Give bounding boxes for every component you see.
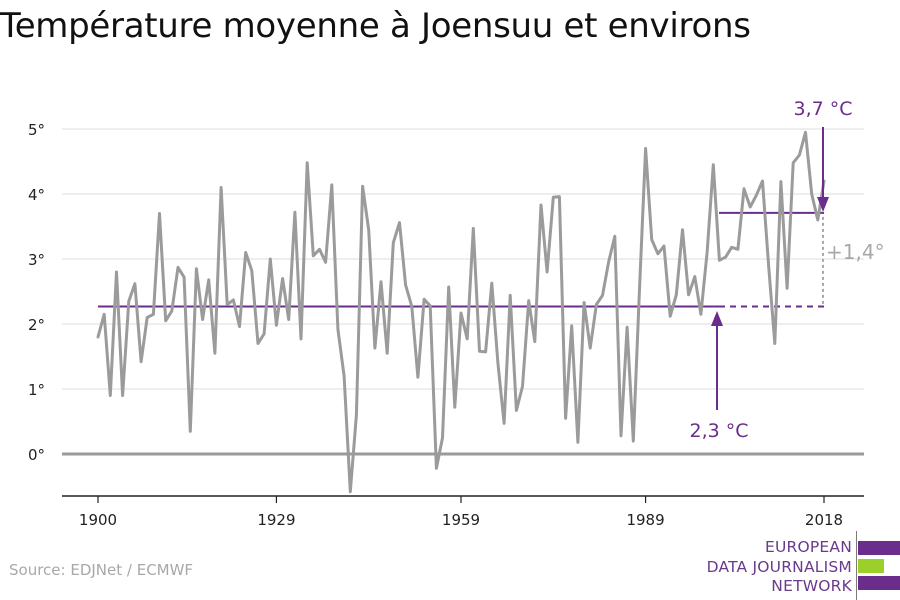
logo-line-1: EUROPEAN <box>764 538 852 556</box>
y-tick-label-1: 1° <box>28 381 45 399</box>
series-lines <box>96 130 826 494</box>
x-tick-label-1929: 1929 <box>257 511 295 529</box>
y-tick-label-5: 5° <box>28 121 45 139</box>
x-tick-label-1959: 1959 <box>442 511 480 529</box>
x-tick-label-2018: 2018 <box>805 511 843 529</box>
difference-label: +1,4° <box>826 240 885 264</box>
temperature-series-line-0 <box>96 130 826 494</box>
low-mean-label: 2,3 °C <box>689 420 748 442</box>
x-tick-label-1900: 1900 <box>79 511 117 529</box>
x-tick-label-1989: 1989 <box>626 511 664 529</box>
high-mean-arrow-head <box>817 197 829 212</box>
logo-line-3: NETWORK <box>771 577 852 595</box>
source-note: Source: EDJNet / ECMWF <box>9 561 194 579</box>
logo-bar-green <box>858 559 884 573</box>
logo-line-2: DATA JOURNALISM <box>706 558 852 576</box>
edjnet-logo: EUROPEAN DATA JOURNALISM NETWORK <box>700 531 900 600</box>
logo-divider <box>856 531 857 600</box>
y-tick-label-0: 0° <box>28 446 45 464</box>
x-tick-labels: 1900 1929 1959 1989 2018 <box>79 511 843 529</box>
annotations: +1,4° 2,3 °C 3,7 °C <box>689 98 884 442</box>
y-tick-label-2: 2° <box>28 316 45 334</box>
y-tick-label-4: 4° <box>28 186 45 204</box>
y-tick-labels: 0° 1° 2° 3° 4° 5° <box>28 121 45 464</box>
y-tick-label-3: 3° <box>28 251 45 269</box>
page-title: Température moyenne à Joensuu et environ… <box>0 6 751 46</box>
low-mean-arrow-head <box>711 311 723 326</box>
logo-bar-purple-bottom <box>858 576 900 590</box>
logo-bar-purple-top <box>858 541 900 555</box>
axes <box>62 495 864 503</box>
grid-lines <box>62 128 864 456</box>
high-mean-label: 3,7 °C <box>793 98 852 120</box>
